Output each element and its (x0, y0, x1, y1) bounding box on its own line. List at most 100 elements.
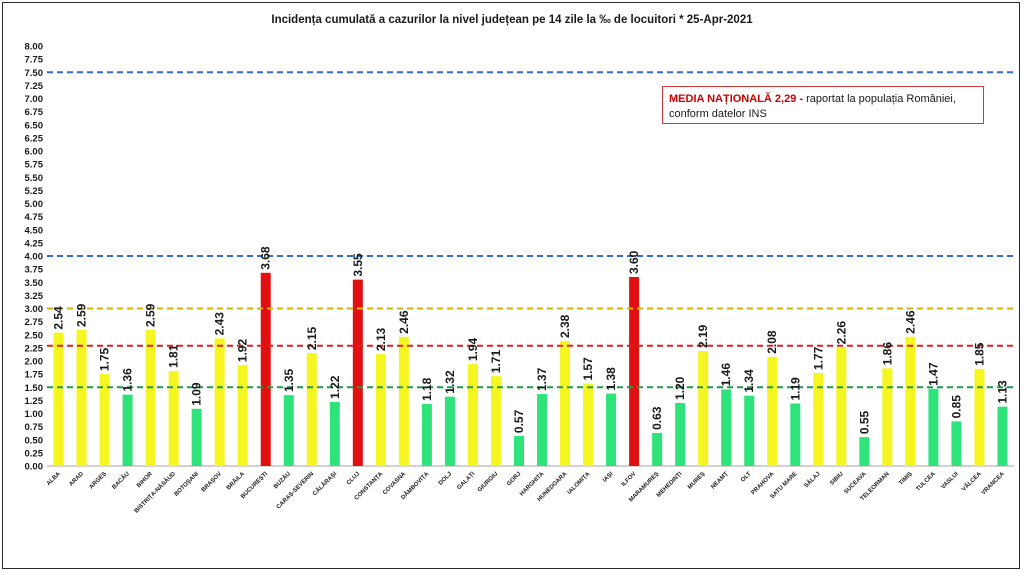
y-tick-label: 1.50 (25, 383, 44, 394)
bar-value-label: 2.43 (213, 312, 227, 336)
bar-value-label: 1.47 (926, 362, 940, 386)
bar-value-label: 1.86 (880, 342, 894, 366)
x-tick-label: IALOMIȚA (567, 471, 592, 496)
bar-harghita (537, 394, 548, 466)
bar-bihor (145, 330, 156, 466)
bar-value-label: 2.59 (75, 303, 89, 327)
bar-constanța (375, 354, 386, 466)
bar-dolj (444, 396, 455, 466)
bar-sălaj (813, 373, 824, 466)
x-tick-label: ARGEȘ (89, 471, 108, 490)
y-tick-label: 1.25 (25, 396, 44, 407)
bar-value-label: 1.18 (420, 377, 434, 401)
bar-value-label: 1.13 (995, 380, 1009, 404)
bar-tulcea (928, 388, 939, 466)
y-tick-label: 7.00 (25, 94, 44, 105)
bar-value-label: 2.46 (903, 310, 917, 334)
x-tick-label: MUREȘ (687, 471, 707, 491)
x-tick-label: VRANCEA (981, 471, 1007, 497)
x-tick-label: OLT (740, 471, 753, 484)
bar-value-label: 1.85 (972, 342, 986, 366)
x-tick-label: BRĂILA (225, 470, 246, 491)
y-tick-label: 7.25 (25, 81, 44, 92)
y-tick-label: 1.00 (25, 409, 44, 420)
y-tick-label: 3.50 (25, 278, 44, 289)
national-average-source: raportat la populația României, conform … (669, 93, 956, 120)
bar-mureș (698, 351, 709, 466)
x-tick-label: BIHOR (136, 471, 154, 489)
bar-value-label: 1.32 (443, 370, 457, 394)
x-tick-label: BOTOȘANI (174, 471, 201, 498)
y-tick-label: 2.50 (25, 330, 44, 341)
bar-value-label: 0.85 (949, 395, 963, 419)
x-tick-label: SIBIU (829, 471, 845, 487)
bar-value-label: 1.46 (719, 363, 733, 387)
bar-mehedinți (675, 403, 686, 466)
bar-maramureș (652, 432, 663, 466)
bar-timiș (905, 336, 916, 466)
y-tick-label: 6.00 (25, 147, 44, 158)
bar-cluj (352, 279, 363, 466)
bar-vrancea (997, 406, 1008, 466)
y-tick-label: 4.75 (25, 212, 44, 223)
y-tick-label: 0.50 (25, 435, 44, 446)
y-tick-label: 5.75 (25, 160, 44, 171)
bar-value-label: 1.81 (167, 344, 181, 368)
x-tick-label: VASLUI (940, 471, 960, 491)
bar-value-label: 1.20 (673, 376, 687, 400)
bar-value-label: 2.26 (834, 321, 848, 345)
bar-buzău (283, 395, 294, 466)
bar-value-label: 3.55 (351, 253, 365, 277)
y-tick-label: 0.25 (25, 448, 44, 459)
x-tick-label: ARAD (68, 471, 85, 488)
x-tick-label: TULCEA (915, 471, 937, 493)
bar-value-label: 0.57 (512, 409, 526, 433)
bar-value-label: 3.60 (627, 250, 641, 274)
bar-iași (606, 393, 617, 466)
bar-ialomița (583, 383, 594, 466)
bar-value-label: 1.94 (466, 337, 480, 361)
bar-călărași (329, 401, 340, 466)
bar-bistrița-năsăud (168, 370, 179, 466)
bar-vâlcea (974, 368, 985, 466)
bar-value-label: 2.59 (144, 303, 158, 327)
bar-value-label: 1.19 (788, 377, 802, 401)
y-tick-label: 0.00 (25, 462, 44, 473)
bar-brașov (214, 338, 225, 466)
x-tick-label: GIURGIU (477, 471, 499, 493)
bar-value-label: 2.46 (397, 310, 411, 334)
y-tick-label: 5.50 (25, 173, 44, 184)
x-tick-label: ILFOV (621, 471, 638, 488)
y-tick-label: 7.50 (25, 68, 44, 79)
y-tick-label: 7.75 (25, 55, 44, 66)
x-tick-label: BRAȘOV (201, 471, 223, 493)
x-tick-label: GALAȚI (456, 471, 476, 491)
bar-gorj (513, 436, 524, 466)
x-tick-label: ALBA (46, 471, 62, 487)
x-tick-label: BACĂU (111, 470, 131, 490)
y-tick-label: 5.25 (25, 186, 44, 197)
x-tick-label: SĂLAJ (803, 470, 822, 489)
y-tick-label: 2.25 (25, 343, 44, 354)
bar-olt (744, 395, 755, 466)
bar-value-label: 2.08 (765, 330, 779, 354)
bar-value-label: 0.63 (650, 406, 664, 430)
bar-value-label: 1.71 (489, 350, 503, 374)
bar-value-label: 1.92 (236, 339, 250, 363)
bar-caraș-severin (306, 353, 317, 466)
bar-value-label: 1.09 (190, 382, 204, 406)
y-tick-label: 4.00 (25, 252, 44, 263)
x-tick-label: TIMIȘ (898, 471, 914, 487)
bar-galați (467, 364, 478, 466)
y-tick-label: 2.00 (25, 357, 44, 368)
bar-arad (76, 330, 87, 466)
y-tick-label: 4.50 (25, 225, 44, 236)
y-tick-label: 3.00 (25, 304, 44, 315)
y-tick-label: 5.00 (25, 199, 44, 210)
y-tick-label: 3.75 (25, 265, 44, 276)
bar-value-label: 2.13 (374, 327, 388, 351)
bar-neamț (721, 389, 732, 466)
bar-value-label: 1.34 (742, 369, 756, 393)
bar-value-label: 1.77 (811, 346, 825, 370)
